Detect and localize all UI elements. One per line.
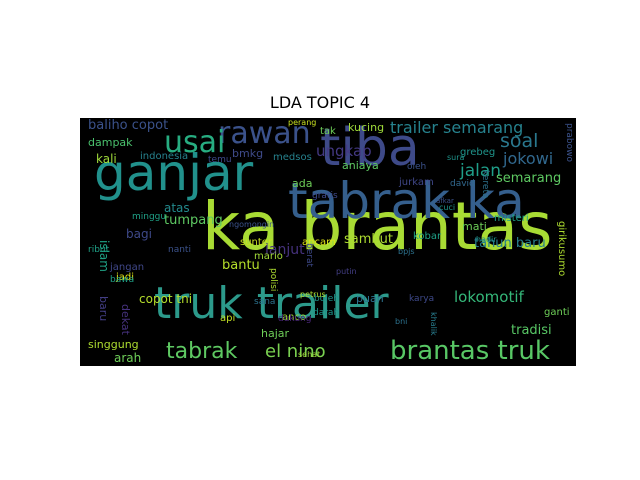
cloud-word: kucing xyxy=(348,121,385,134)
cloud-word: jurkam xyxy=(399,177,434,188)
cloud-word: berat xyxy=(304,243,314,267)
cloud-word: jangan xyxy=(110,262,145,273)
cloud-word: polisi xyxy=(268,268,278,292)
cloud-word: puan xyxy=(356,292,384,305)
cloud-word: tahun baru xyxy=(474,236,546,251)
cloud-word: copot tni xyxy=(139,292,193,306)
cloud-word: hajar xyxy=(261,327,290,340)
cloud-word: baliho copot xyxy=(88,118,169,133)
cloud-word: aniaya xyxy=(342,159,379,172)
cloud-word: baru xyxy=(97,296,110,322)
cloud-word: karya xyxy=(409,294,435,304)
cloud-word: prabowo xyxy=(564,123,574,163)
word-cloud: ka brantas truk trailer tabrak ka tiba ganja… xyxy=(80,118,576,366)
cloud-word: putin xyxy=(336,267,357,276)
cloud-word: bantu xyxy=(222,258,260,273)
cloud-word: gratis xyxy=(312,191,338,201)
cloud-word: brantas truk xyxy=(390,336,550,366)
cloud-word: bni xyxy=(395,317,408,326)
cloud-word: cuci xyxy=(439,203,456,212)
cloud-word: ngomongin xyxy=(229,220,275,229)
cloud-word: oleh xyxy=(407,162,427,172)
cloud-word: usai xyxy=(164,125,226,160)
cloud-word: perang xyxy=(288,118,317,127)
cloud-word: dampak xyxy=(88,136,133,149)
cloud-word: truk trailer xyxy=(154,278,389,329)
cloud-word: ka brantas xyxy=(202,188,553,265)
cloud-word: indonesia xyxy=(140,151,189,162)
cloud-word: tabrak ka xyxy=(288,172,525,230)
cloud-word: minggu xyxy=(132,212,167,222)
cloud-word: jadi xyxy=(116,272,135,283)
cloud-word: api xyxy=(220,313,236,324)
cloud-word: arah xyxy=(114,351,142,365)
cloud-word: afkar xyxy=(436,197,454,205)
cloud-word: jokowi xyxy=(503,149,554,168)
cloud-word: ungkap xyxy=(316,142,372,160)
cloud-word: sunter xyxy=(240,237,273,248)
cloud-word: temu xyxy=(208,155,232,165)
cloud-word: rawan xyxy=(218,118,311,151)
cloud-word: boleh xyxy=(314,294,339,304)
cloud-word: petrus xyxy=(300,290,326,299)
cloud-word: singgung xyxy=(88,338,139,351)
cloud-word: kali xyxy=(96,152,117,166)
cloud-word: kobar xyxy=(413,231,442,242)
cloud-word: sambut xyxy=(344,232,393,247)
cloud-word: dekat xyxy=(119,304,132,335)
cloud-word: david xyxy=(450,179,475,189)
cloud-word: sura xyxy=(447,153,465,162)
chart-title: LDA TOPIC 4 xyxy=(269,93,371,112)
cloud-word: soal xyxy=(500,130,539,152)
cloud-word: jalan xyxy=(460,161,502,181)
cloud-word: sana xyxy=(254,297,276,307)
cloud-word: bmkg xyxy=(232,147,264,160)
cloud-word: bpjs xyxy=(398,247,415,256)
cloud-word: el nino xyxy=(265,341,326,362)
cloud-word: ancam xyxy=(302,237,336,248)
cloud-word: grebeg xyxy=(460,147,496,158)
cloud-word: khalik xyxy=(429,312,438,336)
cloud-word: tak xyxy=(320,126,336,137)
cloud-word: ribut xyxy=(88,245,110,255)
cloud-word: tumpang xyxy=(164,213,223,228)
cloud-word: semarang xyxy=(496,171,562,186)
cloud-word: lanjut xyxy=(265,242,305,258)
cloud-word: misteri xyxy=(494,213,529,224)
cloud-word: anco xyxy=(282,312,307,323)
cloud-word: darah xyxy=(313,308,340,318)
cloud-word: sehat xyxy=(298,350,321,359)
cloud-word: hadir xyxy=(476,235,497,244)
cloud-word: ganjar xyxy=(94,144,254,202)
cloud-word: mario xyxy=(254,251,283,262)
cloud-word: girikusumo xyxy=(556,221,567,277)
cloud-word: trailer semarang xyxy=(390,118,524,137)
cloud-word: bawa xyxy=(110,275,135,285)
cloud-word: ada xyxy=(292,177,313,190)
cloud-word: lokomotif xyxy=(454,288,524,306)
cloud-word: tradisi xyxy=(511,323,552,338)
cloud-word: ganti xyxy=(544,307,570,318)
cloud-word: bagi xyxy=(126,227,152,241)
cloud-word: tabrak xyxy=(166,339,238,364)
cloud-word: dukung xyxy=(278,314,312,324)
cloud-word: tiba xyxy=(320,118,420,178)
cloud-word: atas xyxy=(164,201,190,215)
cloud-word: kereta xyxy=(480,170,490,199)
cloud-word: mati xyxy=(462,220,487,233)
cloud-word: medsos xyxy=(273,152,312,163)
cloud-word: nanti xyxy=(168,245,191,255)
